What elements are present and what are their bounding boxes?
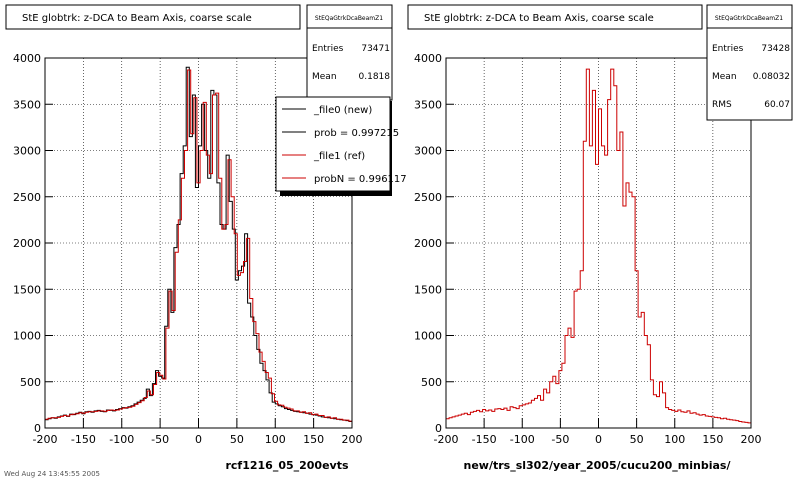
y-tick-label: 2500	[13, 191, 41, 204]
x-tick-label: -150	[71, 433, 96, 446]
x-tick-label: 150	[702, 433, 723, 446]
stats-name-right: StEQaGtrkDcaBeamZ1	[715, 15, 783, 22]
x-tick-label: -50	[151, 433, 169, 446]
y-tick-label: 1500	[414, 283, 442, 296]
stats-value-entries-left: 73471	[361, 44, 390, 54]
x-tick-label: 0	[195, 433, 202, 446]
stats-name-left: StEQaGtrkDcaBeamZ1	[315, 15, 383, 22]
stats-value-mean-left: 0.1818	[359, 72, 391, 82]
y-tick-label: 3000	[13, 145, 41, 158]
stats-box-right	[706, 4, 793, 121]
y-tick-label: 3000	[414, 145, 442, 158]
series-line-1	[44, 69, 353, 428]
y-tick-label: 2000	[13, 237, 41, 250]
stats-value-mean-right: 0.08032	[753, 72, 790, 82]
legend-label-3: probN = 0.996117	[314, 174, 407, 185]
x-tick-label: -50	[551, 433, 569, 446]
legend-box	[275, 96, 391, 192]
x-axis-left: -200 -150 -100 -50 0 50 100 150 200	[33, 418, 363, 446]
y-tick-label: 1000	[13, 330, 41, 343]
x-axis-right: -200 -150 -100 -50 0 50 100 150 200	[434, 418, 762, 446]
x-tick-label: 150	[303, 433, 324, 446]
x-tick-label: 50	[230, 433, 244, 446]
title-box-right	[407, 4, 703, 30]
y-tick-label: 1000	[414, 330, 442, 343]
x-tick-label: -200	[434, 433, 459, 446]
x-tick-label: 100	[664, 433, 685, 446]
y-tick-label: 2000	[414, 237, 442, 250]
y-axis-left: 0 500 1000 1500 2000 2500 3000 3500 4000	[13, 52, 53, 435]
stats-value-rms-right: 60.07	[764, 100, 790, 110]
x-tick-label: -100	[510, 433, 535, 446]
series-group-right	[445, 68, 752, 428]
y-tick-label: 3500	[414, 98, 442, 111]
stats-label-entries-left: Entries	[312, 44, 344, 54]
xlabel-left: rcf1216_05_200evts	[225, 459, 349, 472]
xlabel-right: new/trs_sl302/year_2005/cucu200_minbias/	[464, 459, 732, 472]
stats-label-mean-right: Mean	[712, 72, 737, 82]
y-tick-label: 4000	[13, 52, 41, 65]
y-tick-label: 1500	[13, 283, 41, 296]
series-group-left	[44, 66, 353, 428]
x-tick-label: -100	[109, 433, 134, 446]
legend-label-0: _file0 (new)	[313, 105, 372, 116]
y-tick-label: 3500	[13, 98, 41, 111]
legend-label-1: prob = 0.997215	[314, 128, 399, 139]
legend-label-2: _file1 (ref)	[313, 151, 365, 162]
x-tick-label: 0	[595, 433, 602, 446]
title-box-left	[5, 4, 301, 30]
footer-timestamp: Wed Aug 24 13:45:55 2005	[4, 470, 100, 478]
x-tick-label: 200	[741, 433, 762, 446]
y-tick-label: 500	[421, 376, 442, 389]
x-tick-label: -150	[472, 433, 497, 446]
y-axis-right: 0 500 1000 1500 2000 2500 3000 3500 4000	[414, 52, 454, 435]
stats-value-entries-right: 73428	[761, 44, 790, 54]
y-tick-label: 4000	[414, 52, 442, 65]
series-line-0	[445, 68, 752, 428]
stats-label-mean-left: Mean	[312, 72, 337, 82]
x-tick-label: 50	[630, 433, 644, 446]
y-tick-label: 0	[435, 422, 442, 435]
title-right: StE globtrk: z-DCA to Beam Axis, coarse …	[424, 13, 654, 24]
y-tick-label: 500	[20, 376, 41, 389]
title-left: StE globtrk: z-DCA to Beam Axis, coarse …	[22, 13, 252, 24]
stats-label-entries-right: Entries	[712, 44, 744, 54]
x-tick-label: 200	[342, 433, 363, 446]
stats-label-rms-right: RMS	[712, 100, 732, 110]
y-tick-label: 2500	[414, 191, 442, 204]
y-tick-label: 0	[34, 422, 41, 435]
x-tick-label: 100	[265, 433, 286, 446]
x-tick-label: -200	[33, 433, 58, 446]
